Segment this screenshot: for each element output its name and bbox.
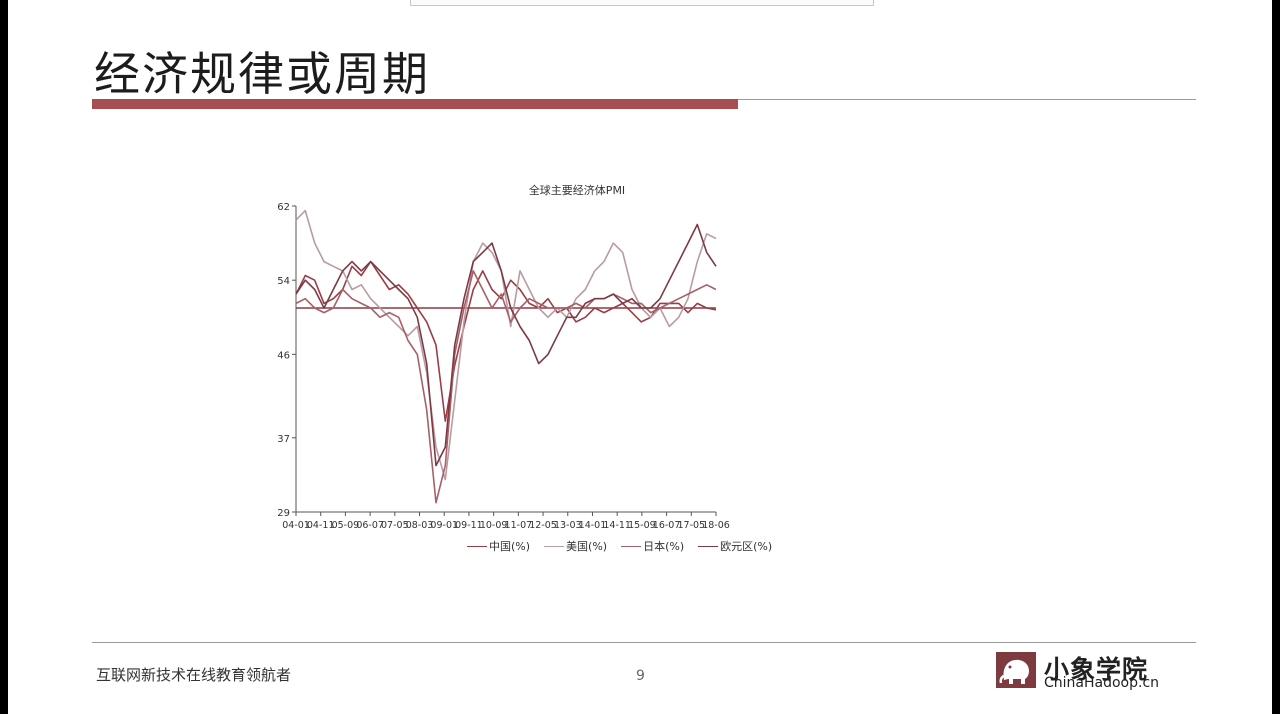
pmi-chart-svg: 全球主要经济体PMI 29 37 46 54 62 04-0104-1105-0906-0… bbox=[277, 183, 730, 531]
x-tick-label: 13-03 bbox=[554, 520, 582, 531]
legend-label-eurozone: 欧元区(%) bbox=[720, 540, 773, 553]
chart-series bbox=[295, 209, 717, 504]
logo-name: 小象学院 bbox=[1044, 655, 1149, 684]
legend-item-usa: 美国(%) bbox=[544, 538, 607, 554]
legend-label-usa: 美国(%) bbox=[566, 540, 608, 553]
elephant-logo-icon bbox=[996, 652, 1036, 688]
legend-swatch-japan bbox=[621, 545, 642, 547]
slide-title: 经济规律或周期 bbox=[94, 47, 430, 101]
logo: 小象学院 ChinaHadoop.cn bbox=[996, 652, 1186, 692]
footer-slogan: 互联网新技术在线教育领航者 bbox=[96, 666, 292, 684]
y-tick-label: 29 bbox=[277, 508, 290, 519]
legend-item-japan: 日本(%) bbox=[621, 538, 684, 554]
legend-swatch-eurozone bbox=[698, 545, 719, 547]
title-accent-bar bbox=[92, 99, 738, 109]
chart-title: 全球主要经济体PMI bbox=[529, 183, 625, 197]
x-tick-label: 16-07 bbox=[653, 520, 681, 531]
legend-swatch-china bbox=[467, 545, 487, 547]
footer-rule bbox=[92, 642, 1196, 643]
x-tick-label: 05-09 bbox=[332, 520, 360, 531]
pmi-chart: 全球主要经济体PMI 29 37 46 54 62 04-01 04-11 05-09 06-0… bbox=[272, 178, 752, 558]
x-tick-label: 10-09 bbox=[480, 520, 508, 531]
x-tick-label: 08-03 bbox=[406, 520, 434, 531]
logo-url: ChinaHadoop.cn bbox=[1044, 675, 1160, 691]
x-tick-label: 04-01 bbox=[282, 520, 310, 531]
slide: 经济规律或周期 全球主要经济体PMI 29 37 46 54 62 04-01 04-11 0… bbox=[8, 0, 1272, 714]
x-tick-label: 12-05 bbox=[529, 520, 557, 531]
y-tick-label: 46 bbox=[277, 350, 290, 361]
legend-item-china: 中国(%) bbox=[467, 538, 530, 554]
x-tick-label: 17-05 bbox=[677, 520, 705, 531]
y-tick-label: 54 bbox=[277, 276, 290, 287]
chart-legend: 中国(%) 美国(%) 日本(%) 欧元区(%) bbox=[467, 538, 827, 554]
y-tick-label: 62 bbox=[277, 202, 290, 213]
title-rule bbox=[738, 99, 1196, 100]
x-tick-label: 09-01 bbox=[430, 520, 458, 531]
x-tick-label: 11-07 bbox=[505, 520, 533, 531]
page-number: 9 bbox=[636, 668, 645, 684]
series-line-1 bbox=[295, 209, 717, 481]
chart-axes: 29 37 46 54 62 04-0104-1105-0906-0707-0508-03… bbox=[277, 202, 730, 531]
legend-label-china: 中国(%) bbox=[489, 540, 531, 553]
x-tick-label: 14-11 bbox=[603, 520, 631, 531]
y-tick-label: 37 bbox=[277, 434, 290, 445]
x-tick-label: 04-11 bbox=[307, 520, 335, 531]
x-tick-label: 14-01 bbox=[579, 520, 607, 531]
legend-label-japan: 日本(%) bbox=[643, 540, 685, 553]
top-window-strip bbox=[410, 0, 874, 6]
series-line-3 bbox=[295, 223, 717, 467]
x-tick-label: 15-09 bbox=[628, 520, 656, 531]
x-tick-label: 06-07 bbox=[356, 520, 384, 531]
x-tick-label: 09-11 bbox=[455, 520, 483, 531]
legend-item-eurozone: 欧元区(%) bbox=[698, 538, 772, 554]
x-tick-label: 07-05 bbox=[381, 520, 409, 531]
x-tick-label: 18-06 bbox=[702, 520, 730, 531]
legend-swatch-usa bbox=[544, 545, 565, 547]
